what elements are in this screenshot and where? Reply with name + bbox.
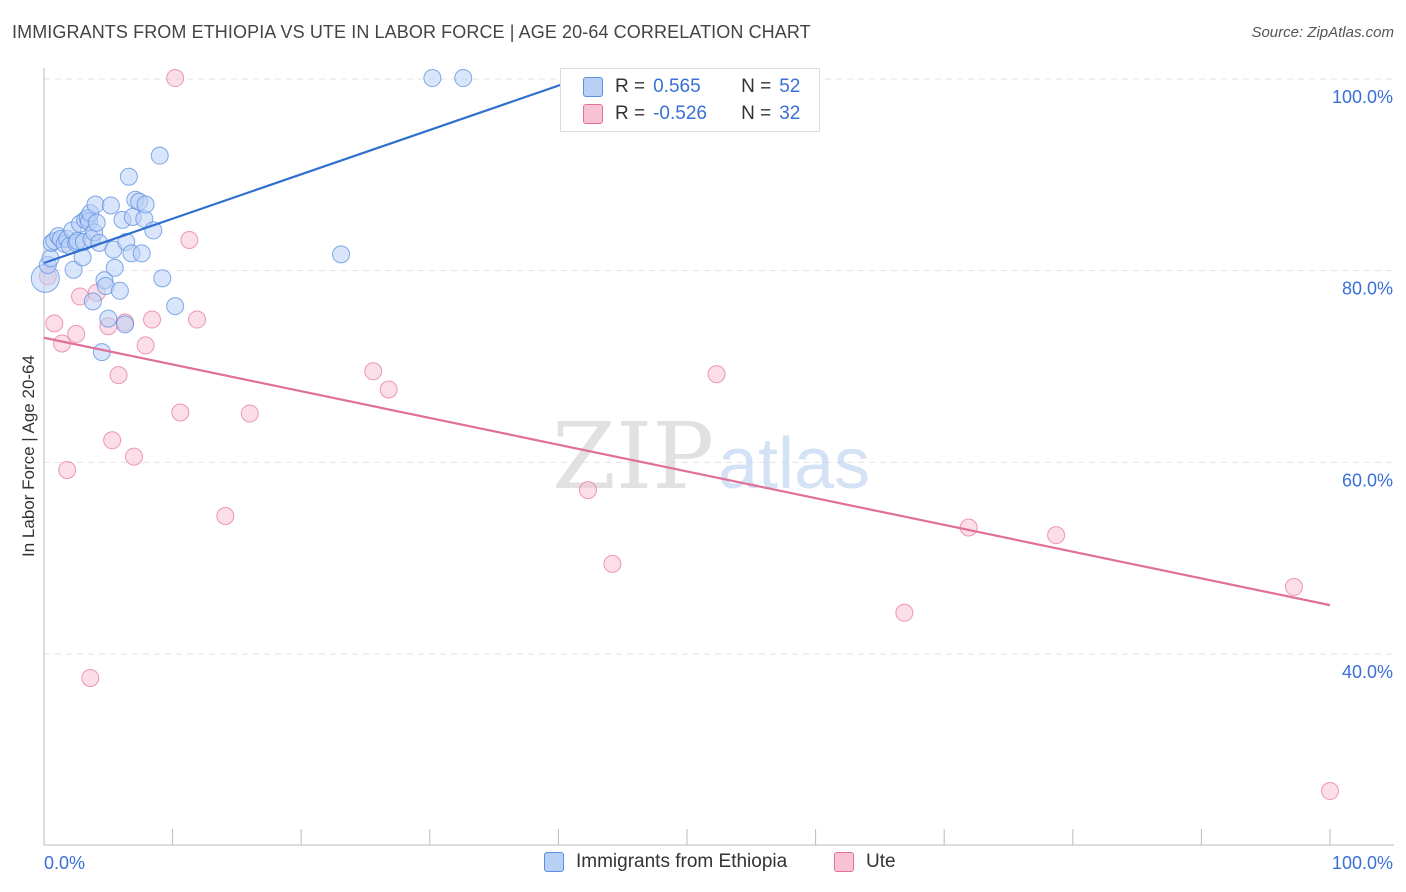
ute-point	[81, 668, 100, 687]
ute-point	[379, 380, 398, 399]
ute-point	[1047, 526, 1066, 545]
ute-point	[136, 336, 155, 355]
legend-item-ute[interactable]: Ute	[834, 851, 896, 873]
ethiopia-point	[110, 281, 129, 300]
legend-swatch-blue	[544, 852, 564, 872]
ethiopia-point	[105, 258, 124, 277]
legend-label-ute: Ute	[866, 851, 896, 872]
ethiopia-trend-line	[43, 83, 562, 265]
ute-point	[216, 507, 235, 525]
ethiopia-point	[101, 196, 120, 215]
watermark-zip: ZIP	[552, 403, 714, 510]
ute-point	[143, 310, 162, 329]
y-tick-label: 40.0%	[1342, 662, 1393, 682]
ute-point	[603, 554, 622, 573]
legend-label-ethiopia: Immigrants from Ethiopia	[576, 851, 788, 872]
ute-point	[58, 461, 77, 479]
ute-point	[45, 314, 64, 333]
y-tick-label: 80.0%	[1342, 279, 1393, 299]
ute-point	[125, 447, 144, 466]
ethiopia-point	[116, 315, 135, 334]
x-tick-label: 100.0%	[1332, 853, 1393, 873]
ethiopia-point	[166, 297, 185, 316]
ute-point	[1321, 782, 1339, 801]
ethiopia-point	[64, 260, 83, 279]
ethiopia-point	[119, 167, 138, 186]
legend-swatch-blue	[583, 77, 603, 97]
ethiopia-point	[87, 213, 106, 232]
legend-row-ute: R = -0.526 N = 32	[561, 100, 800, 128]
legend-row-ethiopia: R = 0.565 N = 52	[561, 73, 800, 101]
trend-lines	[43, 83, 1331, 607]
ute-point	[188, 310, 207, 329]
ethiopia-point	[332, 245, 351, 264]
source-credit: Source: ZipAtlas.com	[1251, 24, 1394, 41]
n-label: N =	[741, 76, 772, 97]
ute-trend-line	[43, 336, 1331, 607]
ethiopia-point	[99, 309, 118, 328]
n-value: 32	[779, 103, 801, 124]
y-tick-label: 60.0%	[1342, 470, 1393, 490]
gridlines	[44, 78, 1394, 655]
ethiopia-point	[423, 69, 442, 88]
ethiopia-point	[132, 244, 151, 263]
watermark: ZIP atlas	[552, 403, 870, 510]
ute-point	[171, 403, 190, 422]
ute-point	[578, 481, 597, 500]
y-tick-labels: 40.0% 60.0% 80.0% 100.0%	[1332, 87, 1393, 682]
chart-title: IMMIGRANTS FROM ETHIOPIA VS UTE IN LABOR…	[12, 22, 811, 42]
axes	[43, 68, 1394, 846]
ute-point	[707, 365, 726, 384]
legend-swatch-pink	[583, 104, 603, 124]
r-value: 0.565	[653, 76, 701, 97]
ethiopia-point	[153, 269, 172, 288]
r-value: -0.526	[653, 103, 707, 124]
ute-point	[166, 69, 185, 88]
watermark-atlas: atlas	[718, 424, 870, 504]
ethiopia-point	[83, 292, 102, 311]
n-label: N =	[741, 103, 772, 124]
ute-point	[895, 603, 914, 622]
ute-point	[959, 518, 978, 537]
x-tick-labels: 0.0% 100.0%	[44, 853, 1393, 873]
ute-point	[67, 324, 86, 343]
ethiopia-point	[454, 69, 473, 88]
x-tick-label: 0.0%	[44, 853, 85, 873]
ute-point	[180, 231, 199, 249]
ute-point	[109, 366, 128, 385]
legend-item-ethiopia[interactable]: Immigrants from Ethiopia	[544, 851, 787, 873]
ute-point	[240, 404, 259, 423]
ethiopia-point	[86, 195, 105, 214]
y-tick-label: 100.0%	[1332, 87, 1393, 107]
ute-point	[364, 362, 383, 381]
ethiopia-point	[136, 195, 155, 214]
r-label: R =	[615, 76, 646, 97]
ethiopia-point	[150, 146, 169, 165]
series-legend: Immigrants from Ethiopia Ute	[0, 851, 1406, 877]
ute-point	[1284, 577, 1303, 596]
r-label: R =	[615, 103, 646, 124]
ethiopia-points	[30, 69, 473, 362]
legend-swatch-pink	[834, 852, 854, 872]
n-value: 52	[779, 76, 801, 97]
ute-point	[103, 431, 122, 450]
correlation-legend: R = 0.565 N = 52 R = -0.526 N = 32	[560, 68, 820, 132]
